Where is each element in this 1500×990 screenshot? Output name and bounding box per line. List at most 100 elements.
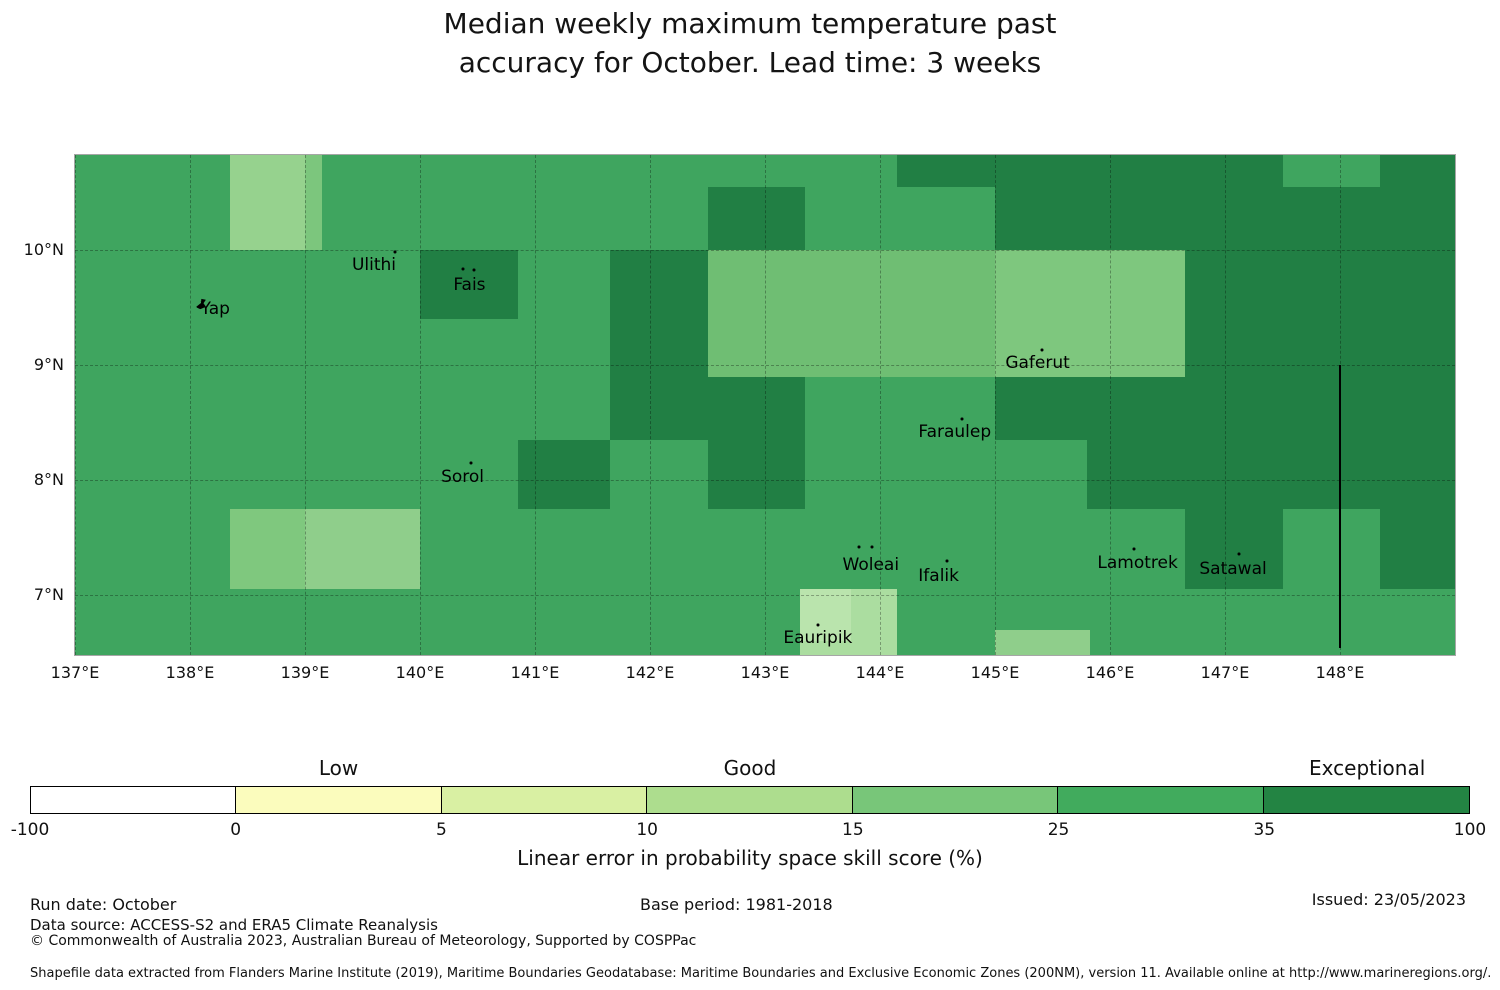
island-label: Satawal [1199, 558, 1267, 579]
island-label: Fais [453, 274, 486, 295]
island-dot [1040, 348, 1044, 352]
island-label: Eauripik [783, 627, 853, 648]
map-gridline-vertical [75, 155, 76, 655]
map-gridline-vertical [1110, 155, 1111, 655]
map-cell [230, 509, 305, 590]
x-tick-label: 146°E [1085, 663, 1135, 682]
colorbar-segment [1058, 787, 1264, 813]
run-date-text: Run date: October [30, 895, 177, 914]
island-label: Ulithi [351, 255, 397, 276]
chart-title: Median weekly maximum temperature past a… [0, 4, 1500, 82]
island-label: Lamotrek [1097, 553, 1178, 574]
map-gridline-vertical [535, 155, 536, 655]
colorbar-segment [236, 787, 442, 813]
colorbar-segment [852, 787, 1059, 813]
copyright-text: © Commonwealth of Australia 2023, Austra… [30, 933, 697, 949]
map-gridline-vertical [420, 155, 421, 655]
map-cell [707, 250, 995, 377]
x-tick-label: 144°E [855, 663, 905, 682]
map-cell [609, 250, 708, 441]
colorbar-segment [647, 787, 853, 813]
island-label: Gaferut [1005, 353, 1070, 374]
map-cell [305, 509, 420, 590]
map-gridline-horizontal [75, 250, 1455, 252]
map-gridline-horizontal [75, 365, 1455, 367]
island-dot [960, 417, 964, 421]
data-source-text: Data source: ACCESS-S2 and ERA5 Climate … [30, 916, 438, 934]
island-dot [945, 559, 949, 563]
x-tick-label: 137°E [50, 663, 100, 682]
map-cell [230, 155, 305, 251]
colorbar-category-label: Exceptional [1309, 756, 1426, 780]
island-dot [857, 545, 861, 549]
chart-title-line2: accuracy for October. Lead time: 3 weeks [458, 46, 1042, 79]
colorbar-category-label: Low [318, 756, 359, 780]
map-cell [995, 629, 1091, 655]
map-cell [305, 155, 323, 251]
map-gridline-vertical [650, 155, 651, 655]
island-label: Yap [200, 299, 230, 320]
shapefile-attribution-text: Shapefile data extracted from Flanders M… [30, 966, 1492, 981]
map-cell [1380, 509, 1455, 590]
x-tick-label: 139°E [280, 663, 330, 682]
map-cell [1282, 155, 1381, 188]
eez-boundary-line [1339, 365, 1341, 649]
x-tick-label: 143°E [740, 663, 790, 682]
chart-title-line1: Median weekly maximum temperature past [443, 7, 1057, 40]
colorbar-tick-label: 15 [842, 820, 864, 840]
map-cell [995, 250, 1185, 377]
map-gridline-horizontal [75, 480, 1455, 482]
colorbar-title: Linear error in probability space skill … [517, 846, 983, 870]
colorbar-tick-label: 0 [230, 820, 242, 840]
map-gridline-vertical [1225, 155, 1226, 655]
map-cell [1184, 250, 1455, 377]
colorbar-tick-label: 100 [1453, 820, 1487, 840]
island-dot [1237, 552, 1241, 556]
y-tick-label: 10°N [23, 240, 64, 260]
colorbar-category-label: Good [723, 756, 777, 780]
map-cell [995, 376, 1455, 441]
x-tick-label: 141°E [510, 663, 560, 682]
map-cell [1184, 509, 1283, 590]
map-cell [517, 440, 610, 509]
colorbar-tick-label: 25 [1047, 820, 1070, 840]
map-cell [897, 155, 995, 188]
y-tick-label: 7°N [33, 585, 64, 605]
colorbar [30, 786, 1470, 814]
x-tick-label: 147°E [1200, 663, 1250, 682]
island-label: Sorol [441, 466, 485, 487]
map-cell [707, 376, 806, 509]
map-cell [707, 187, 806, 251]
map-gridline-vertical [765, 155, 766, 655]
x-tick-label: 142°E [625, 663, 675, 682]
colorbar-tick-label: 35 [1253, 820, 1276, 840]
x-tick-label: 140°E [395, 663, 445, 682]
colorbar-tick-label: 10 [636, 820, 658, 840]
map-plot: Yap Ulithi Fais Sorol Gaferut Faraulep Woleai I… [74, 154, 1456, 656]
colorbar-segment [441, 787, 648, 813]
issued-date-text: Issued: 23/05/2023 [1311, 890, 1466, 909]
map-cell [420, 250, 518, 320]
island-dot [469, 461, 473, 465]
base-period-text: Base period: 1981-2018 [640, 895, 833, 914]
island-dot [870, 545, 874, 549]
island-label: Ifalik [918, 565, 959, 586]
island-dot [1132, 547, 1136, 551]
y-tick-label: 8°N [33, 470, 64, 490]
island-dot [461, 267, 465, 271]
map-gridline-vertical [305, 155, 306, 655]
island-dot [816, 623, 820, 627]
island-dot [393, 250, 397, 254]
x-tick-label: 145°E [970, 663, 1020, 682]
x-tick-label: 138°E [165, 663, 215, 682]
map-gridline-vertical [995, 155, 996, 655]
colorbar-tick-label: 5 [436, 820, 447, 840]
map-cell [1087, 440, 1455, 509]
x-tick-label: 148°E [1315, 663, 1365, 682]
island-dot [472, 268, 476, 272]
colorbar-tick-label: -100 [10, 820, 50, 840]
y-tick-label: 9°N [33, 355, 64, 375]
colorbar-segment [1263, 787, 1469, 813]
colorbar-segment [31, 787, 237, 813]
